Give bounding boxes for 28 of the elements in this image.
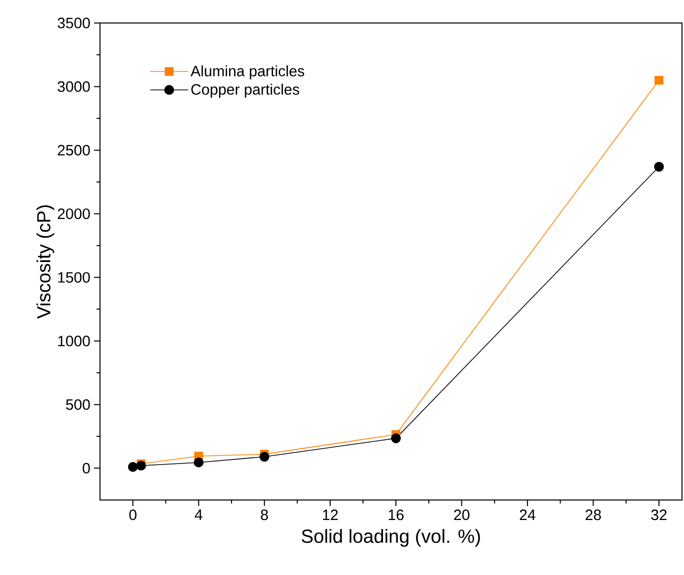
- legend-label: Alumina particles: [190, 65, 304, 80]
- y-tick-label: 0: [82, 462, 90, 474]
- x-tick-label: 20: [454, 510, 470, 520]
- legend-label: Copper particles: [191, 84, 300, 98]
- x-tick-label: 4: [194, 510, 202, 520]
- y-tick-label: 500: [66, 399, 90, 410]
- point: [260, 452, 270, 462]
- x-tick-label: 0: [129, 510, 136, 520]
- point: [654, 76, 664, 85]
- x-tick-label: 16: [388, 510, 404, 520]
- x-axis-title: Solid loading (vol. %): [302, 529, 480, 547]
- point: [194, 458, 204, 468]
- x-tick-label: 32: [651, 510, 667, 520]
- y-tick-label: 1000: [58, 336, 90, 346]
- y-axis-title: Viscosity (cP): [36, 205, 54, 319]
- y-tick-label: 3000: [58, 81, 90, 92]
- y-tick-label: 2000: [58, 208, 90, 220]
- point: [136, 460, 146, 471]
- point: [391, 433, 401, 444]
- x-tick-label: 24: [520, 510, 536, 520]
- point: [654, 162, 664, 172]
- x-tick-label: 28: [586, 510, 601, 520]
- x-tick-label: 12: [322, 510, 338, 520]
- y-tick-label: 3500: [58, 18, 90, 28]
- point: [128, 462, 138, 472]
- y-tick-label: 1500: [58, 272, 90, 283]
- y-tick-label: 2500: [58, 144, 90, 156]
- x-tick-label: 8: [260, 510, 268, 520]
